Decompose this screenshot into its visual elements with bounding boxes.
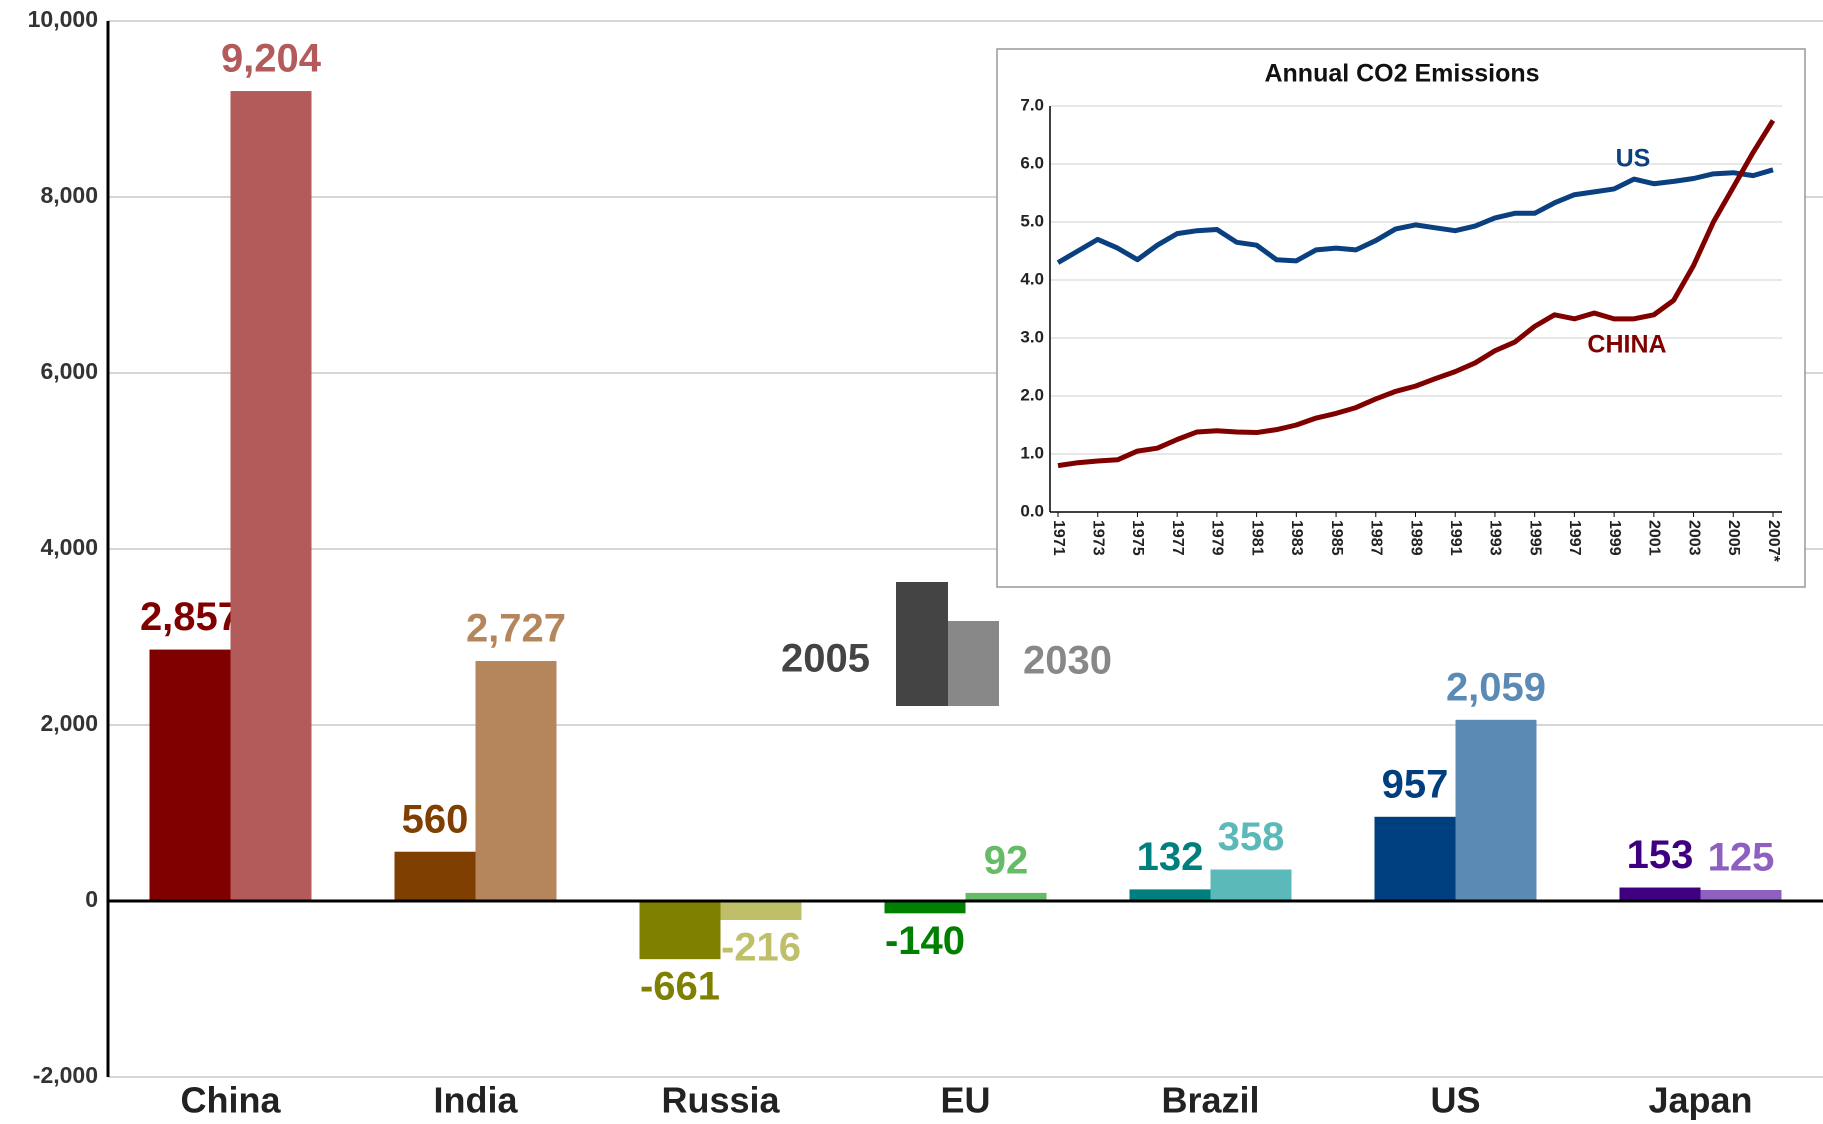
x-tick-label: 1971 [1050,520,1067,556]
data-label: 92 [984,838,1029,882]
y-tick-label: 5.0 [1020,211,1044,230]
line-series [1057,119,1776,469]
bar [1619,887,1701,901]
bar [149,649,231,901]
x-tick-label: 2001 [1646,520,1663,556]
bar [1210,869,1292,901]
legend-label: 2005 [781,637,870,681]
legend-swatch [948,621,999,706]
data-label: 2,857 [140,595,240,639]
data-label: -661 [640,965,720,1009]
data-label: 153 [1627,833,1694,877]
x-tick-label: Japan [1648,1080,1752,1121]
x-tick-label: 1977 [1169,520,1186,556]
data-label: 132 [1137,835,1204,879]
y-tick-label: 7.0 [1020,95,1044,114]
x-tick-label: 1991 [1447,520,1464,556]
x-tick-label: 1973 [1089,520,1106,556]
y-tick-label: 1.0 [1020,443,1044,462]
x-tick-label: China [180,1080,281,1121]
y-tick-label: 10,000 [28,6,98,32]
data-label: -140 [885,919,965,963]
y-tick-label: 3.0 [1020,327,1044,346]
series-label: US [1616,145,1651,173]
y-tick-label: 6,000 [40,358,98,384]
data-label: -216 [721,926,801,970]
bar [639,901,721,960]
bar [1455,719,1537,901]
x-tick-label: 2007* [1765,520,1782,563]
y-tick-label: 6.0 [1020,153,1044,172]
y-tick-label: 4.0 [1020,269,1044,288]
x-tick-label: 1999 [1606,520,1623,556]
series-label: CHINA [1587,331,1666,359]
x-tick-label: 2005 [1725,520,1742,556]
x-tick-label: EU [940,1080,990,1121]
x-tick-label: 1981 [1248,520,1265,556]
bar [230,91,312,902]
data-label: 125 [1708,836,1775,880]
line-series [1056,167,1774,265]
x-tick-label: 1983 [1288,520,1305,556]
bar [884,901,966,914]
inset-title: Annual CO2 Emissions [1264,60,1539,88]
x-tick-label: 1975 [1129,520,1146,556]
data-label: 560 [402,797,469,841]
y-tick-label: 2,000 [40,710,98,736]
x-tick-label: 1989 [1407,520,1424,556]
x-tick-label: India [433,1080,518,1121]
y-tick-label: 0 [85,886,98,912]
bar [1374,816,1456,901]
x-tick-label: 1997 [1566,520,1583,556]
data-label: 9,204 [221,37,322,81]
x-tick-label: 1985 [1328,520,1345,556]
bar [1700,890,1782,901]
bar [475,661,557,901]
data-label: 957 [1382,762,1449,806]
data-label: 2,059 [1446,665,1546,709]
x-tick-label: Brazil [1161,1080,1259,1121]
legend-label: 2030 [1023,639,1112,683]
bar [965,892,1047,901]
inset-frame [996,48,1806,588]
x-tick-label: 1979 [1209,520,1226,556]
x-tick-label: Russia [661,1080,780,1121]
bar [394,851,476,901]
x-tick-label: 1993 [1487,520,1504,556]
x-tick-label: US [1430,1080,1480,1121]
x-tick-label: 1995 [1526,520,1543,556]
y-tick-label: 2.0 [1020,385,1044,404]
data-label: 358 [1218,815,1285,859]
x-tick-label: 2003 [1685,520,1702,556]
y-tick-label: -2,000 [33,1062,98,1088]
y-tick-label: 4,000 [40,534,98,560]
bar [1129,889,1211,901]
x-tick-label: 1987 [1368,520,1385,556]
bar [720,901,802,921]
y-tick-label: 8,000 [40,182,98,208]
legend-swatch [896,582,948,706]
data-label: 2,727 [466,607,566,651]
y-tick-label: 0.0 [1020,501,1044,520]
